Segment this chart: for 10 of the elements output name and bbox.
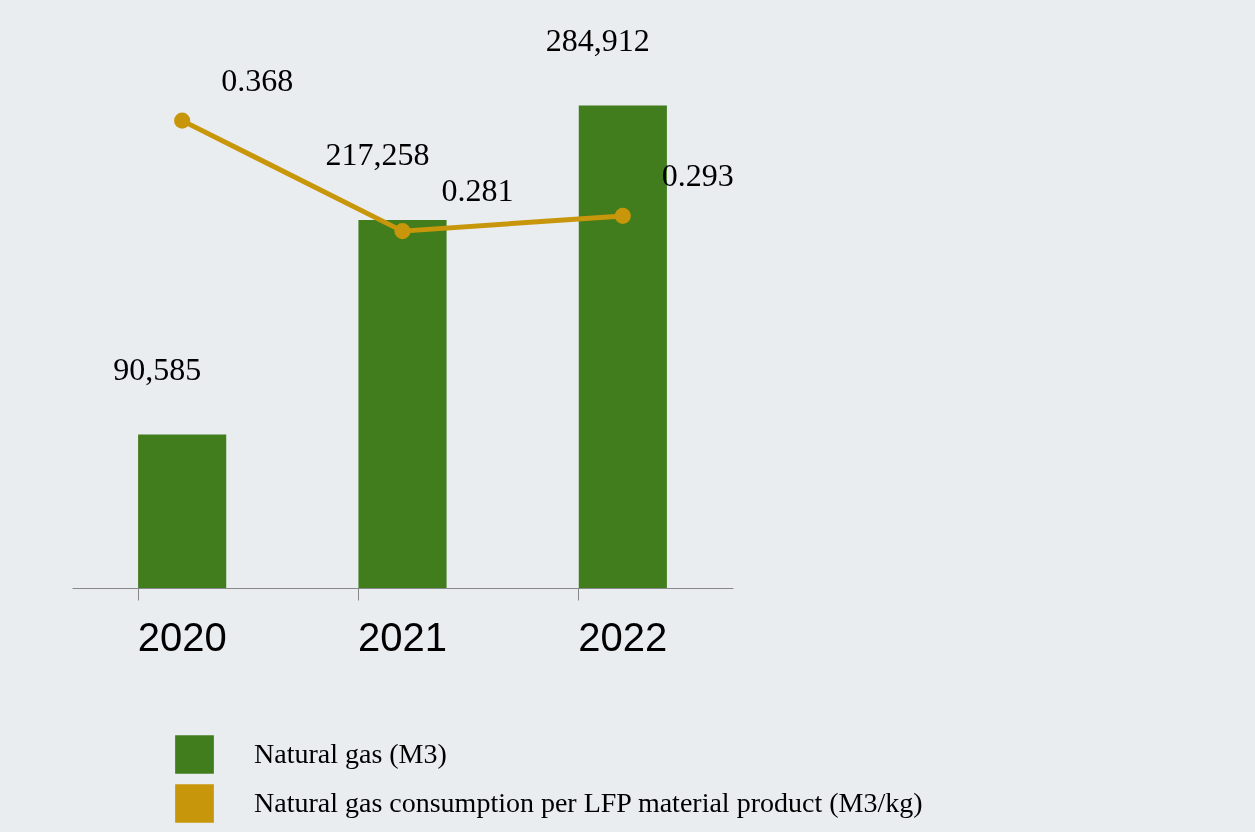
x-tick-label: 2020 — [137, 614, 227, 659]
data-label: 217,258 — [325, 136, 430, 173]
legend-label: Natural gas consumption per LFP material product (M3/kg) — [254, 786, 923, 818]
x-tick-label: 2021 — [358, 614, 447, 659]
data-label: 0.368 — [221, 61, 294, 98]
legend-label: Natural gas (M3) — [254, 737, 447, 769]
data-label: 90,585 — [113, 350, 202, 387]
data-label: 0.281 — [441, 172, 514, 209]
x-tick-label: 2022 — [578, 614, 668, 659]
data-label: 284,912 — [545, 21, 650, 58]
